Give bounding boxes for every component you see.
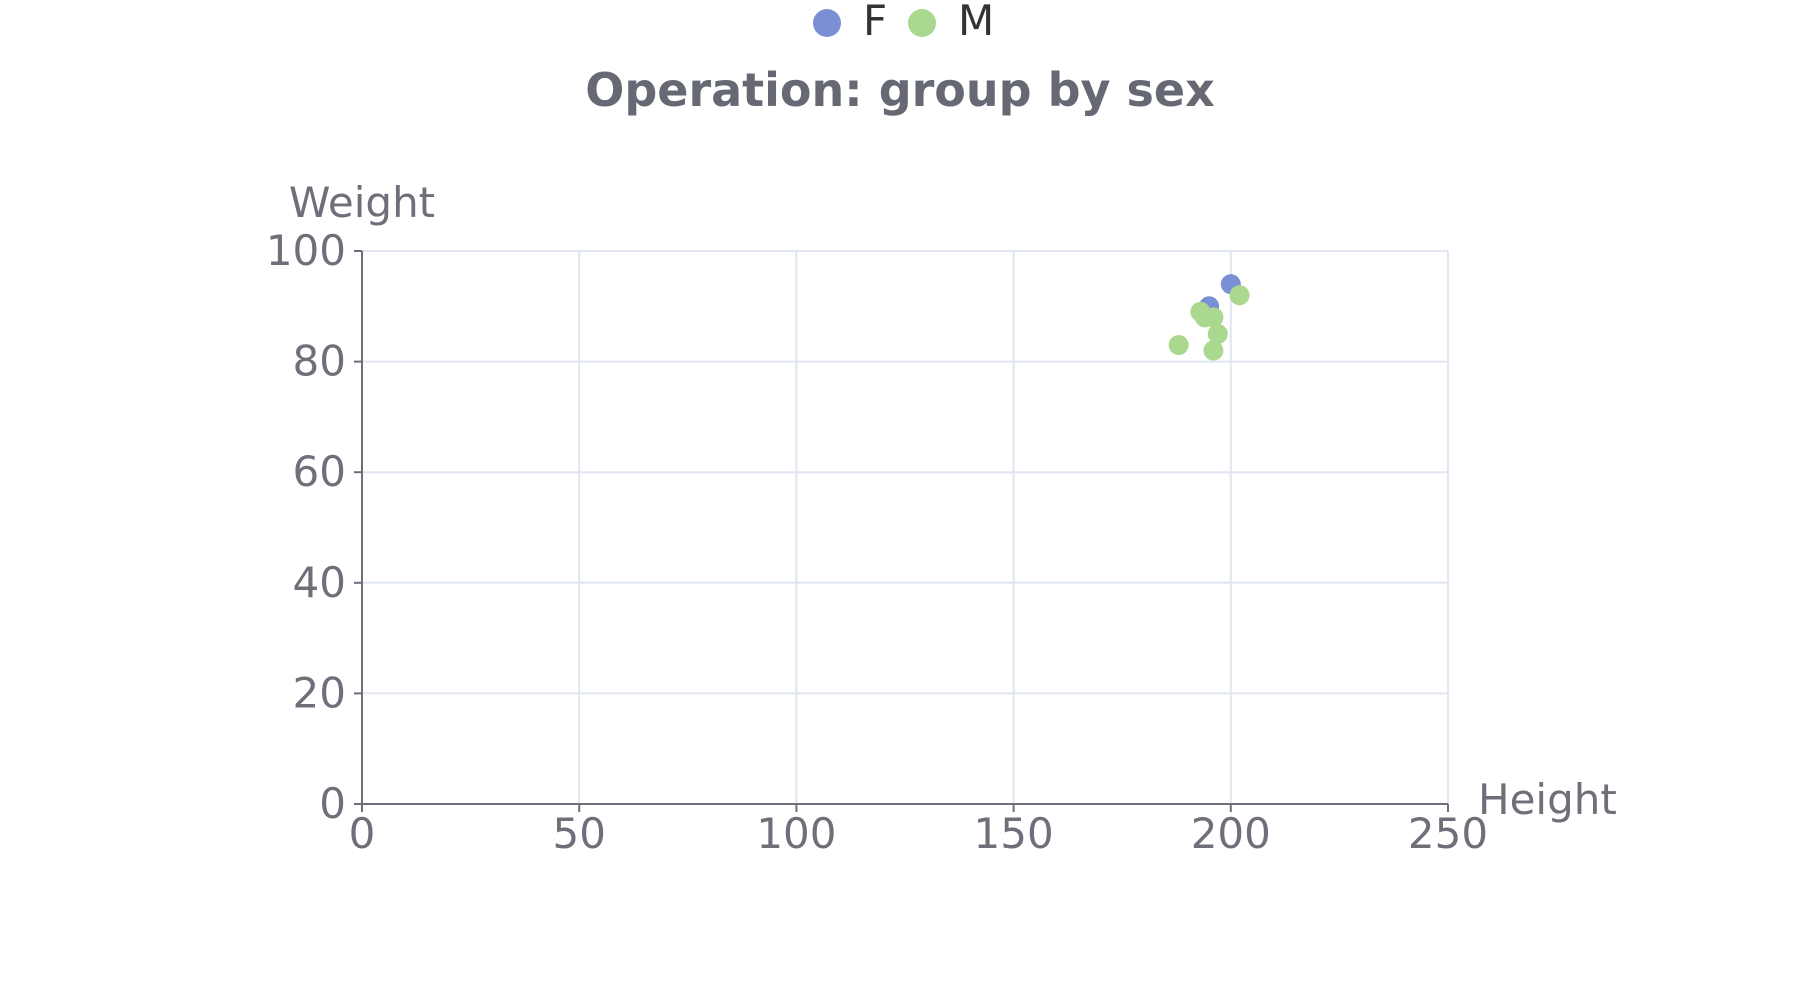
- y-axis-label: Weight: [289, 178, 435, 227]
- chart-title: Operation: group by sex: [585, 63, 1215, 117]
- scatter-point-m[interactable]: [1207, 323, 1228, 344]
- x-tick-label: 150: [974, 809, 1054, 858]
- scatter-point-m[interactable]: [1194, 307, 1215, 328]
- x-tick-label: 50: [552, 809, 605, 858]
- x-tick-label: 0: [349, 809, 376, 858]
- y-tick-label: 40: [293, 558, 346, 607]
- y-tick-label: 60: [293, 447, 346, 496]
- legend-label: F: [863, 0, 887, 45]
- scatter-point-m[interactable]: [1229, 285, 1250, 306]
- grid: [362, 250, 1449, 804]
- legend-item-f[interactable]: F: [813, 0, 887, 45]
- legend-label: M: [958, 0, 994, 45]
- scatter-point-m[interactable]: [1168, 335, 1189, 356]
- x-tick-label: 100: [756, 809, 836, 858]
- y-tick-label: 0: [319, 779, 346, 828]
- legend-marker-icon: [813, 9, 841, 37]
- x-tick-label: 200: [1191, 809, 1271, 858]
- axes: 0 50 100 150 200 250 0 20 40 60 80 100: [266, 226, 1488, 858]
- legend-item-m[interactable]: M: [908, 0, 994, 45]
- x-tick-label: 250: [1408, 809, 1488, 858]
- y-tick-label: 80: [293, 337, 346, 386]
- y-tick-label: 20: [293, 668, 346, 717]
- legend-marker-icon: [908, 9, 936, 37]
- x-axis-label: Height: [1478, 775, 1617, 824]
- y-tick-label: 100: [266, 226, 346, 275]
- data-points: [1168, 274, 1250, 361]
- scatter-point-m[interactable]: [1203, 340, 1224, 361]
